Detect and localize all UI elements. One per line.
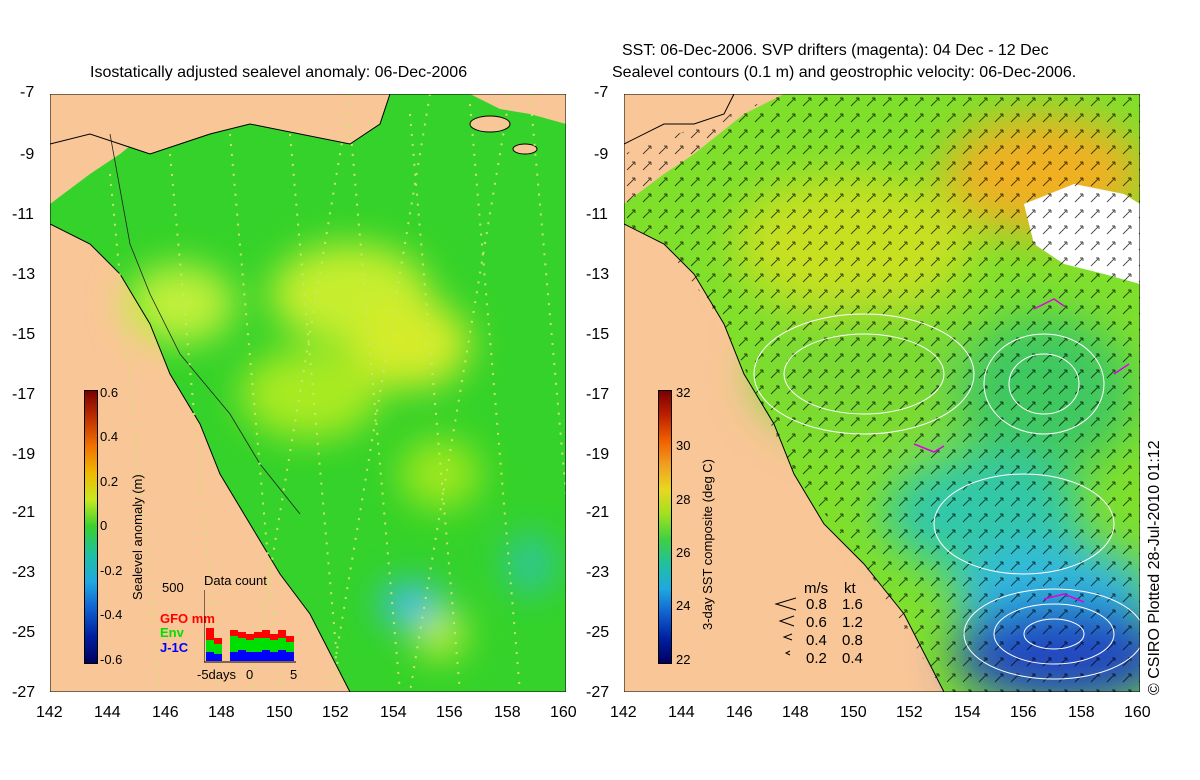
right-sst-map (624, 94, 1140, 692)
sst-colorbar-tick: 30 (676, 438, 691, 453)
sealevel-colorbar-tick: -0.6 (100, 652, 123, 667)
left-lon-tick: 154 (380, 704, 407, 721)
right-lat-tick: -23 (586, 564, 610, 581)
right-lat-tick: -17 (586, 386, 610, 403)
sst-colorbar-tick: 26 (676, 545, 691, 560)
sealevel-colorbar-tick: 0 (100, 518, 108, 533)
sst-colorbar-tick: 22 (676, 652, 691, 667)
right-lat-tick: -9 (594, 146, 609, 163)
velocity-legend-ms: 0.4 (806, 632, 827, 649)
right-lon-tick: 160 (1124, 704, 1151, 721)
left-lat-tick: -27 (12, 684, 36, 701)
left-sealevel-map (50, 94, 566, 692)
credit-text: © CSIRO Plotted 28-Jul-2010 01:12 (1146, 440, 1163, 695)
right-lat-tick: -11 (586, 206, 608, 223)
sst-colorbar (658, 390, 672, 664)
left-lon-tick: 142 (36, 704, 63, 721)
velocity-legend-ms: 0.6 (806, 614, 827, 631)
left-lon-tick: 148 (208, 704, 235, 721)
right-lon-tick: 154 (954, 704, 981, 721)
left-lon-tick: 144 (94, 704, 121, 721)
velocity-legend-ms: 0.8 (806, 596, 827, 613)
right-map-title-line2: Sealevel contours (0.1 m) and geostrophi… (612, 64, 1077, 81)
left-lon-tick: 152 (322, 704, 349, 721)
right-lat-tick: -25 (586, 624, 610, 641)
sealevel-colorbar-tick: -0.2 (100, 563, 123, 578)
data-count-legend-env: Env (160, 625, 184, 640)
right-lon-tick: 152 (896, 704, 923, 721)
left-lat-tick: -21 (12, 504, 36, 521)
sealevel-colorbar-tick: 0.2 (100, 474, 119, 489)
left-lat-tick: -17 (12, 386, 36, 403)
left-map-title: Isostatically adjusted sealevel anomaly:… (90, 64, 468, 81)
sealevel-colorbar-label: Sealevel anomaly (m) (130, 474, 145, 600)
right-lat-tick: -7 (594, 84, 609, 101)
left-map-graphic (50, 94, 566, 692)
sealevel-colorbar-tick: -0.4 (100, 607, 123, 622)
right-lat-tick: -13 (586, 266, 610, 283)
right-lat-tick: -15 (586, 326, 610, 343)
data-count-xtick: -5days (197, 667, 237, 682)
data-count-xtick: 0 (246, 667, 254, 682)
left-lat-tick: -25 (12, 624, 36, 641)
velocity-legend-kt: 0.8 (842, 632, 863, 649)
velocity-legend-header-kt: kt (844, 580, 856, 597)
velocity-legend-kt: 1.2 (842, 614, 863, 631)
right-lon-tick: 144 (668, 704, 695, 721)
sst-colorbar-tick: 24 (676, 598, 691, 613)
data-count-title: Data count (204, 573, 267, 588)
right-lon-tick: 158 (1068, 704, 1095, 721)
right-lon-tick: 150 (840, 704, 867, 721)
right-lat-tick: -21 (586, 504, 610, 521)
right-map-title-line1: SST: 06-Dec-2006. SVP drifters (magenta)… (622, 42, 1049, 59)
left-lon-tick: 156 (436, 704, 463, 721)
sealevel-colorbar-tick: 0.6 (100, 385, 119, 400)
right-lon-tick: 148 (782, 704, 809, 721)
right-lon-tick: 142 (610, 704, 637, 721)
data-count-histogram (204, 590, 296, 663)
left-lat-tick: -13 (12, 266, 36, 283)
left-lat-tick: -9 (20, 146, 35, 163)
left-lat-tick: -23 (12, 564, 36, 581)
sealevel-colorbar-tick: 0.4 (100, 429, 119, 444)
right-lat-tick: -19 (586, 446, 610, 463)
right-lon-tick: 146 (726, 704, 753, 721)
histogram-bars (206, 628, 294, 661)
velocity-legend-kt: 1.6 (842, 596, 863, 613)
right-lat-tick: -27 (586, 684, 610, 701)
data-count-xtick: 5 (290, 667, 298, 682)
data-count-ymax: 500 (162, 580, 184, 595)
velocity-legend-ms: 0.2 (806, 650, 827, 667)
left-lat-tick: -11 (12, 206, 34, 223)
sst-colorbar-tick: 32 (676, 385, 691, 400)
velocity-arrows (624, 94, 1140, 692)
right-lon-tick: 156 (1010, 704, 1037, 721)
left-lon-tick: 150 (266, 704, 293, 721)
left-new-guinea (50, 94, 390, 154)
left-lon-tick: 160 (550, 704, 577, 721)
velocity-legend-kt: 0.4 (842, 650, 863, 667)
data-count-legend-gfo: GFO mm (160, 611, 215, 626)
right-map-graphic (624, 94, 1140, 692)
data-count-legend-j1c: J-1C (160, 640, 189, 655)
left-lat-tick: -7 (20, 84, 35, 101)
left-lat-tick: -19 (12, 446, 36, 463)
sst-colorbar-tick: 28 (676, 492, 691, 507)
sealevel-colorbar (84, 390, 98, 664)
left-lon-tick: 146 (152, 704, 179, 721)
left-lat-tick: -15 (12, 326, 36, 343)
left-lon-tick: 158 (494, 704, 521, 721)
velocity-legend-header-ms: m/s (804, 580, 829, 597)
velocity-legend-arrows (774, 597, 797, 656)
sst-colorbar-label: 3-day SST composite (deg C) (700, 459, 715, 630)
